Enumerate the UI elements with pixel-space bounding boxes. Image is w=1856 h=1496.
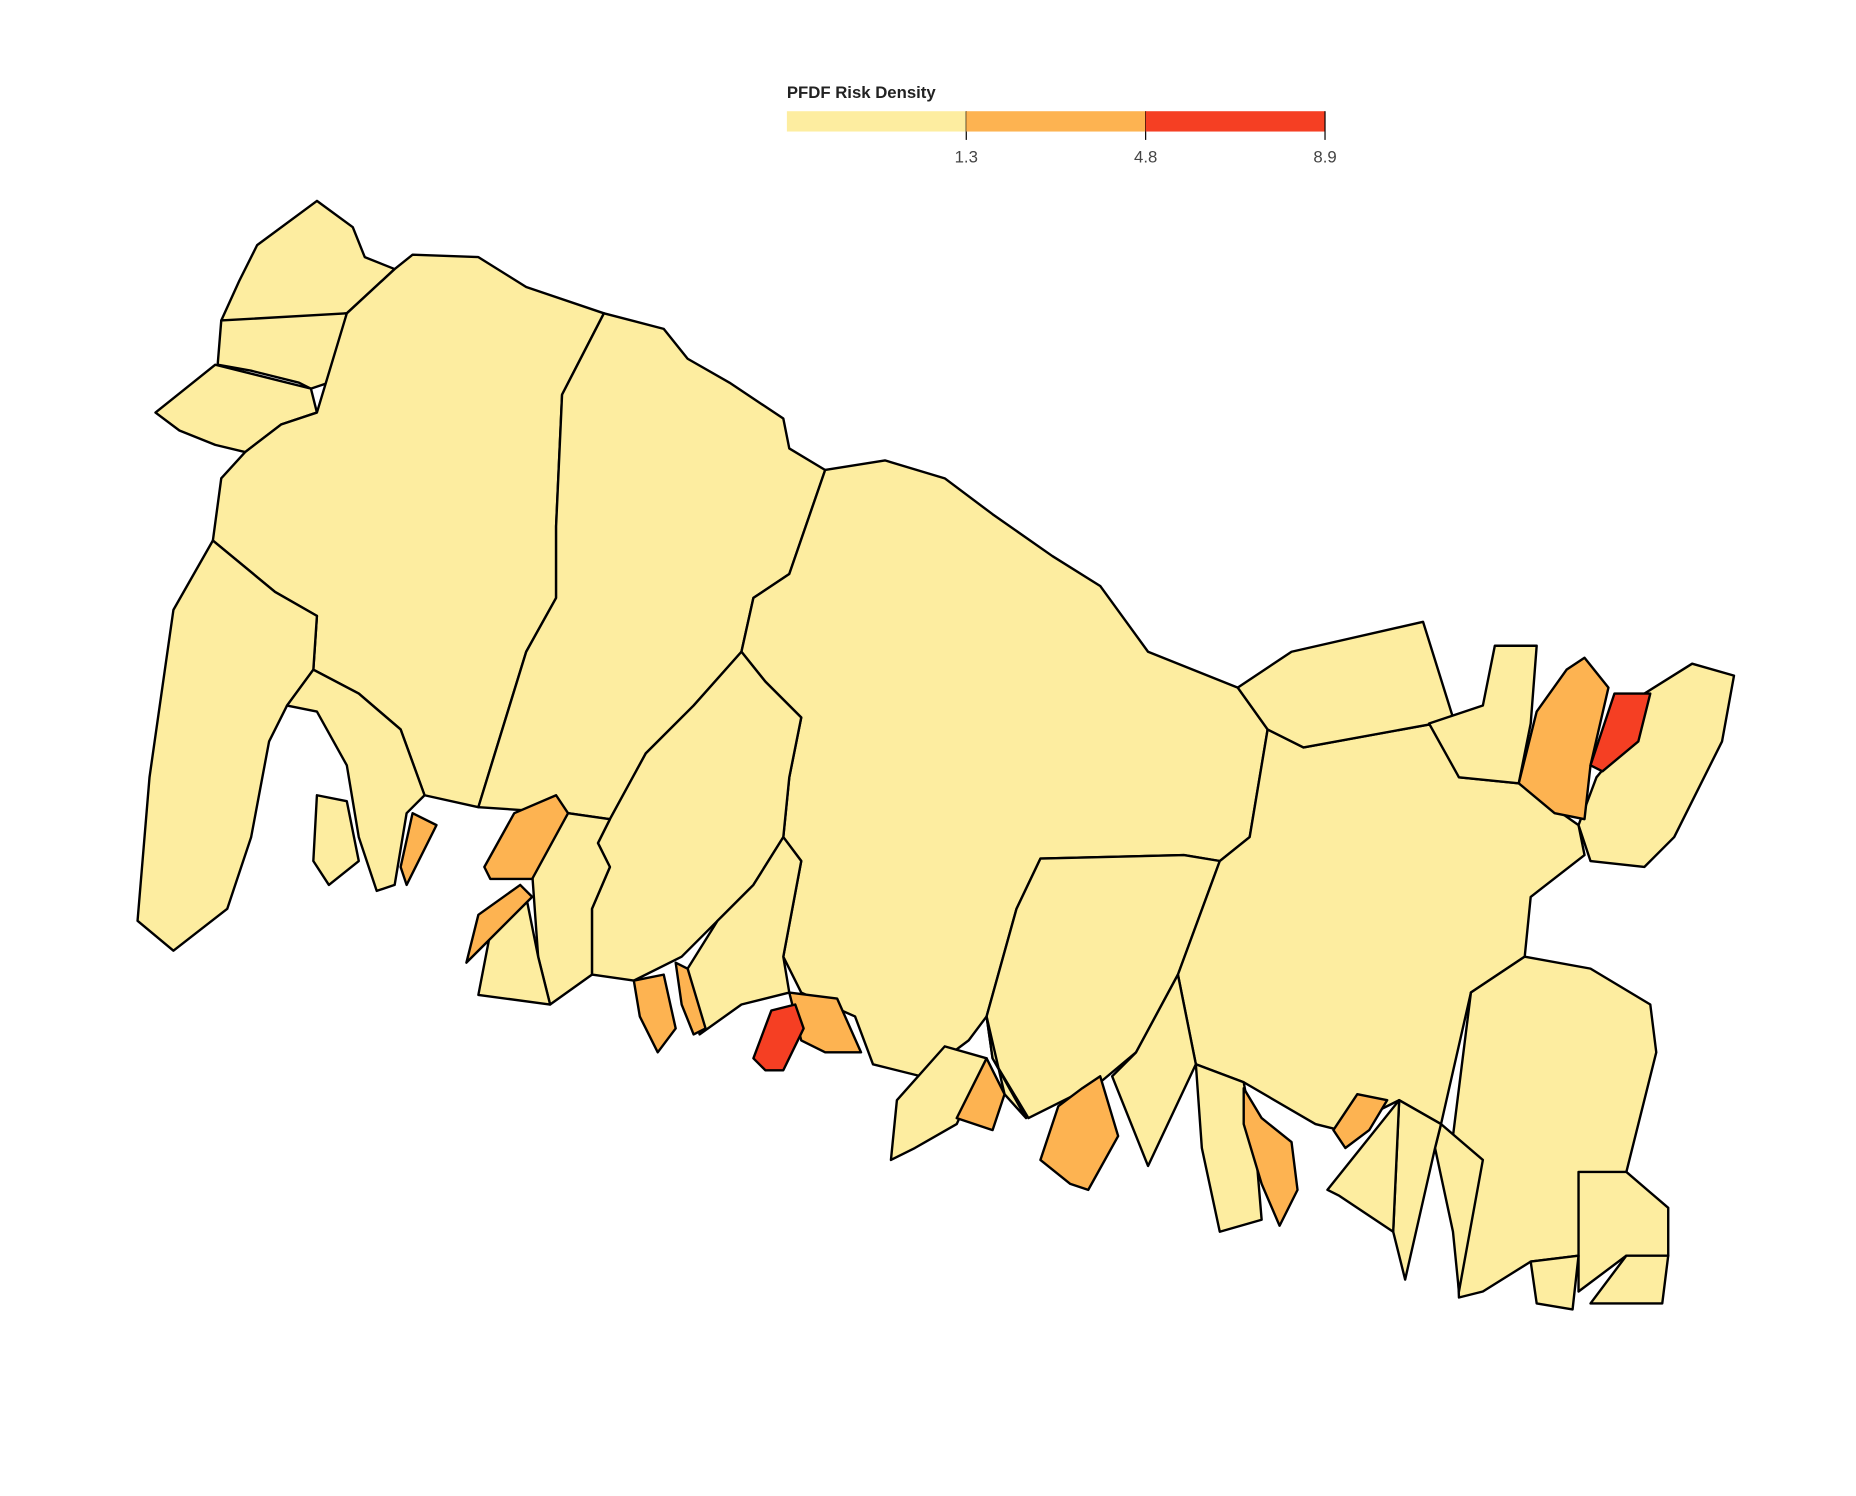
basin <box>985 1015 1028 1120</box>
basin <box>1529 1254 1580 1311</box>
legend-swatch <box>966 111 1146 132</box>
basin <box>674 961 707 1036</box>
legend-swatch <box>1145 111 1326 132</box>
legend-label: 8.9 <box>1313 148 1336 167</box>
basin <box>632 973 677 1054</box>
basin <box>1326 1098 1401 1233</box>
legend-label: 4.8 <box>1134 148 1157 167</box>
basin <box>686 835 803 1036</box>
basins <box>136 199 1736 1311</box>
legend: PFDF Risk Density 1.3 4.8 8.9 <box>786 83 1337 167</box>
basin <box>136 539 319 952</box>
basin <box>312 794 360 887</box>
basin <box>1039 1075 1120 1192</box>
basin <box>465 883 534 964</box>
basin <box>285 668 426 893</box>
basin <box>1589 1254 1670 1305</box>
legend-title: PFDF Risk Density <box>787 83 936 102</box>
legend-label: 1.3 <box>955 148 978 167</box>
basin <box>530 811 612 1006</box>
basin <box>399 811 438 887</box>
basin <box>955 1057 1006 1132</box>
basin <box>1427 644 1538 785</box>
basin <box>1589 692 1652 773</box>
basin <box>1332 1093 1389 1150</box>
basin <box>483 794 570 881</box>
basin <box>1242 1087 1299 1227</box>
basin <box>1110 973 1198 1168</box>
legend-swatch <box>786 111 967 132</box>
basin <box>1391 1098 1443 1281</box>
basin <box>752 1003 805 1072</box>
